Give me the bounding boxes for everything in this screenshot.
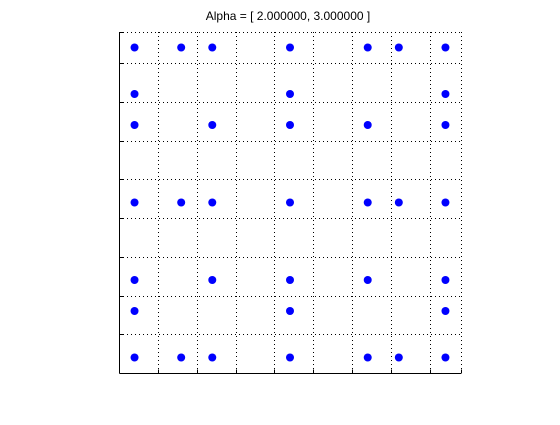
data-point <box>286 90 294 98</box>
grid <box>119 32 462 373</box>
data-point <box>441 276 450 284</box>
data-point <box>130 276 139 284</box>
data-point <box>208 276 217 284</box>
data-point <box>394 353 403 362</box>
data-point <box>208 121 217 129</box>
data-point <box>177 198 186 207</box>
data-point <box>130 307 139 315</box>
data-point <box>177 353 186 362</box>
data-point <box>441 353 450 362</box>
axes <box>119 32 462 374</box>
data-point <box>441 43 450 52</box>
data-points <box>130 43 450 362</box>
data-point <box>177 43 186 52</box>
data-point <box>441 121 450 129</box>
data-point <box>286 307 294 315</box>
data-point <box>208 198 217 207</box>
data-point <box>394 43 403 52</box>
data-point <box>130 43 139 52</box>
data-point <box>208 353 217 362</box>
data-point <box>363 198 372 207</box>
data-point <box>441 198 450 207</box>
data-point <box>130 353 139 362</box>
data-point <box>363 43 372 52</box>
data-point <box>130 198 139 207</box>
data-point <box>286 43 294 52</box>
data-point <box>130 121 139 129</box>
data-point <box>130 90 139 98</box>
data-point <box>286 353 294 362</box>
data-point <box>363 353 372 362</box>
data-point <box>286 276 294 284</box>
data-point <box>441 307 450 315</box>
data-point <box>208 43 217 52</box>
data-point <box>394 198 403 207</box>
data-point <box>286 121 294 129</box>
data-point <box>363 121 372 129</box>
chart-title: Alpha = [ 2.000000, 3.000000 ] <box>206 9 370 23</box>
data-point <box>363 276 372 284</box>
data-point <box>441 90 450 98</box>
data-point <box>286 198 294 207</box>
